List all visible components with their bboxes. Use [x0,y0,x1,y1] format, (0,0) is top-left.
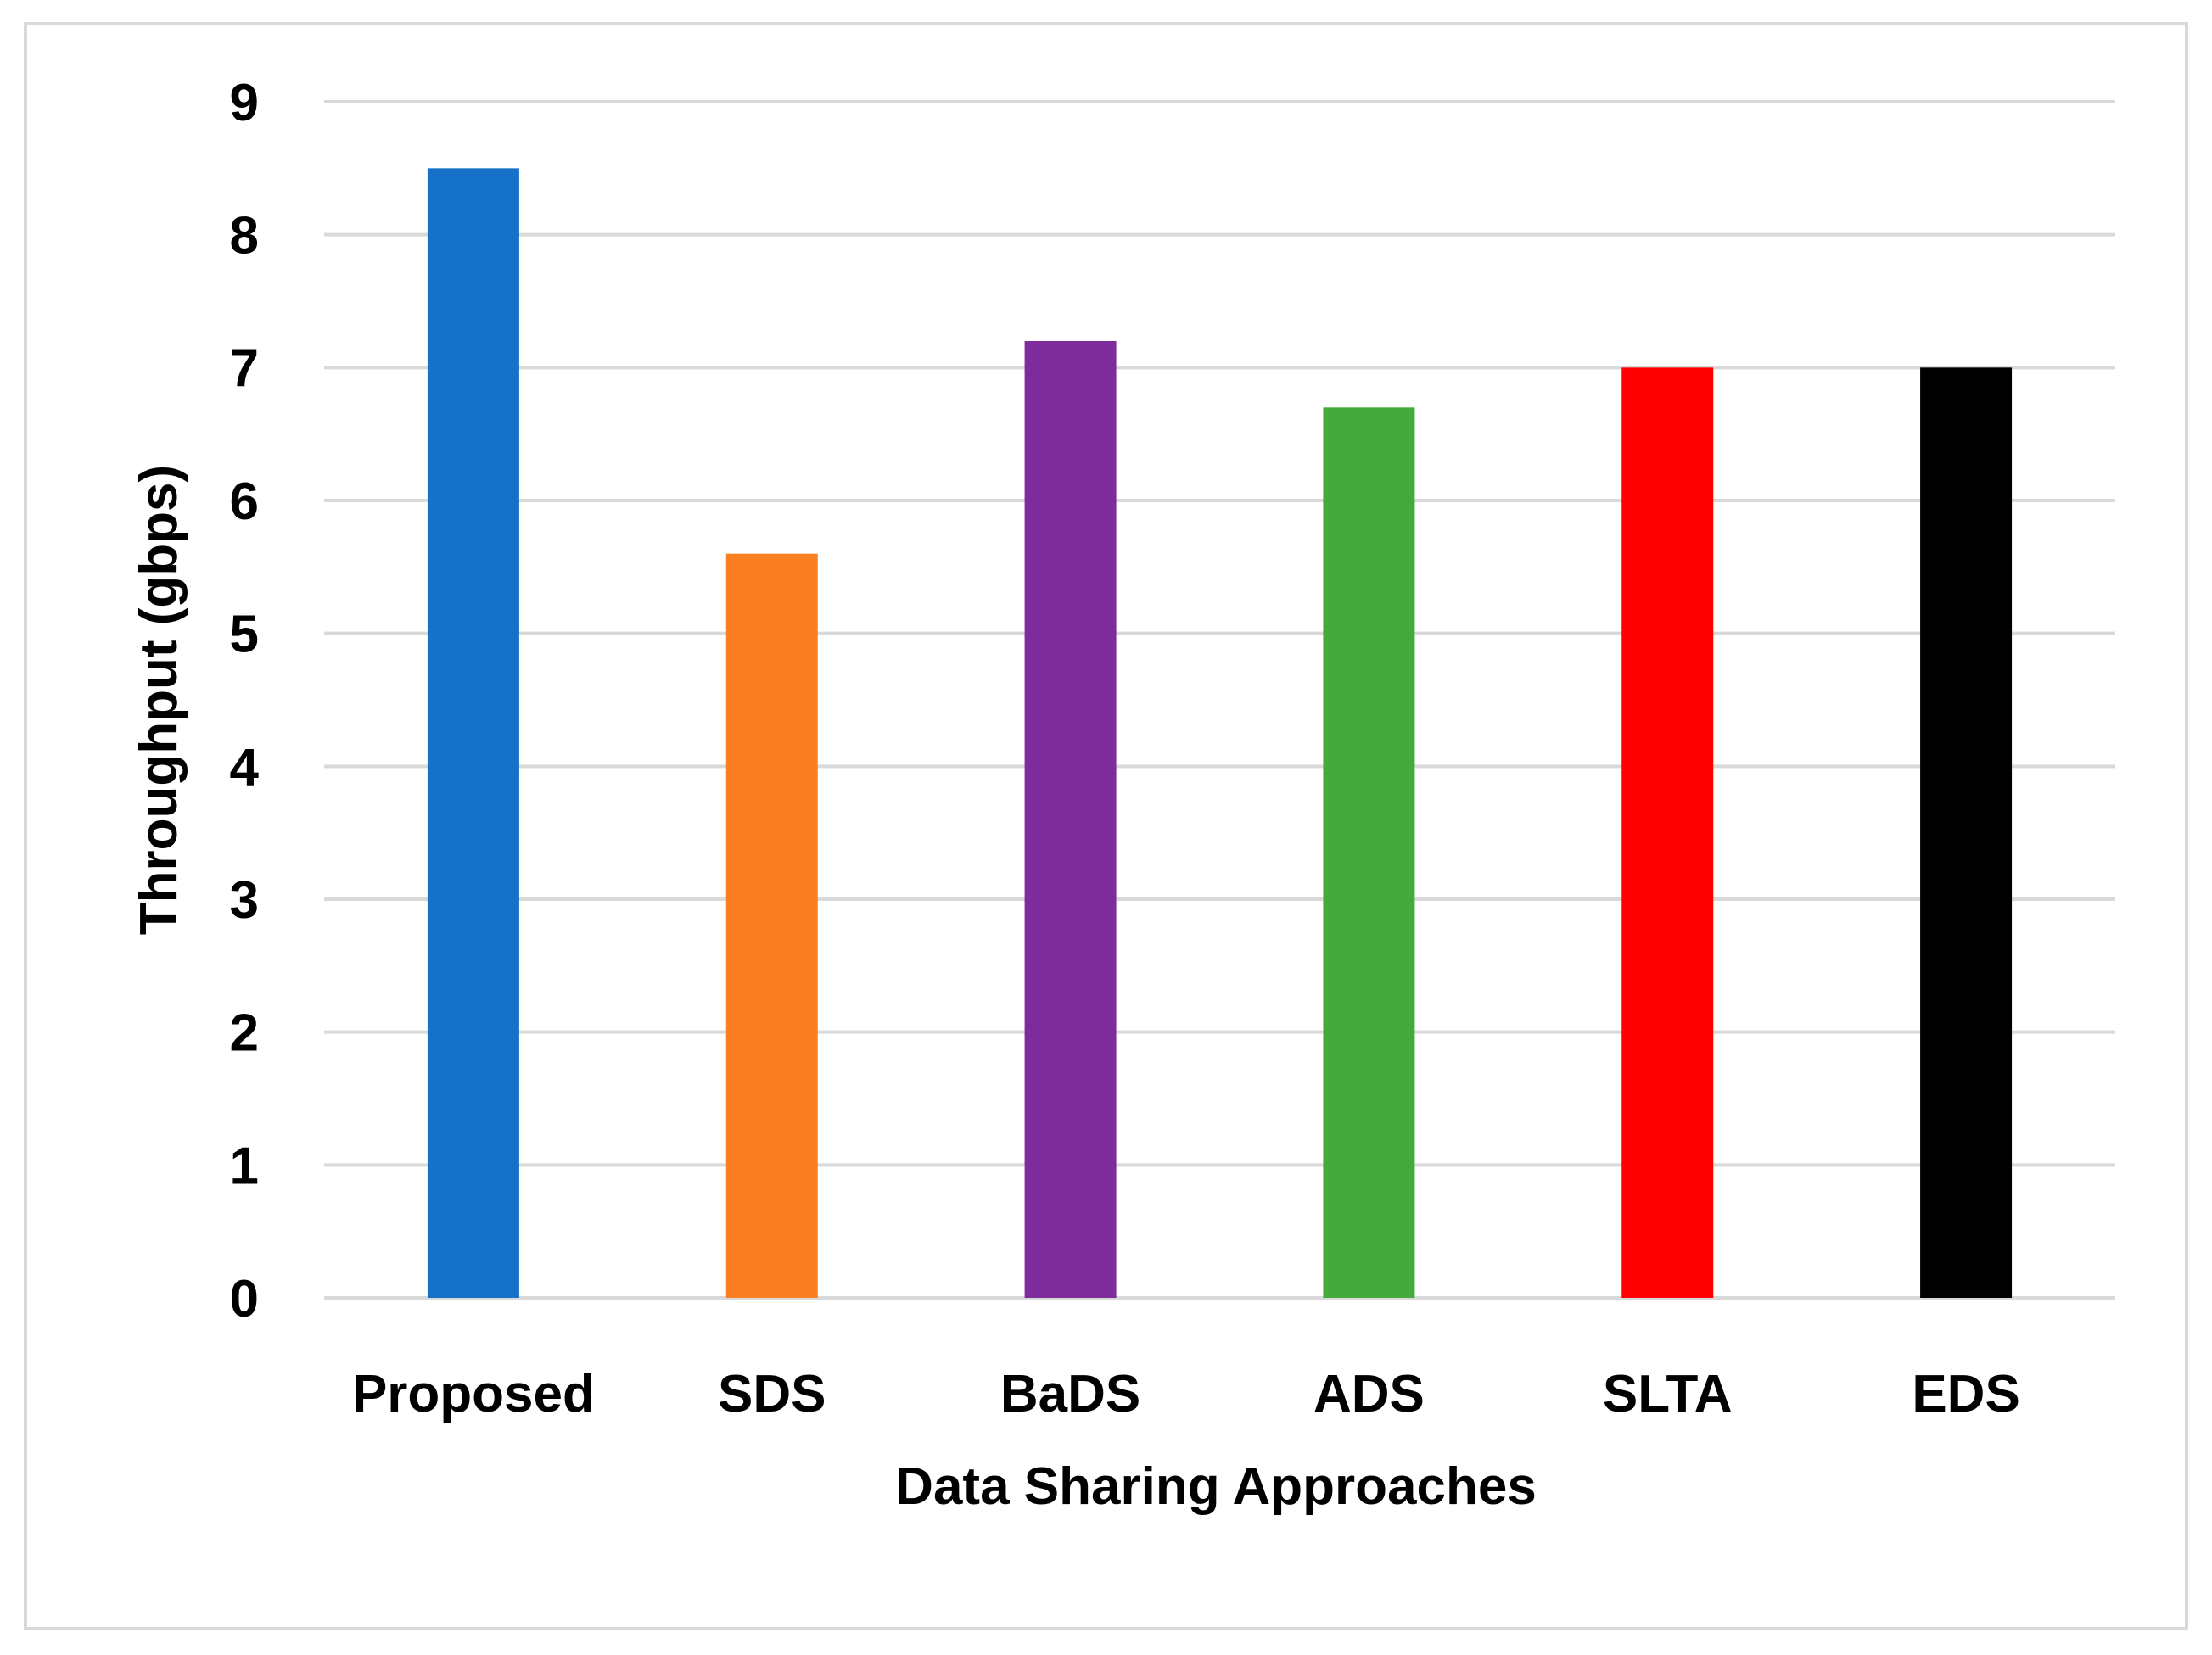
y-tick-label: 1 [230,1137,259,1195]
y-tick-label: 8 [230,207,259,266]
bar-ads [1323,407,1415,1298]
x-tick-label: SLTA [1603,1365,1733,1423]
y-tick-label: 2 [230,1004,259,1063]
bar-sds [725,553,818,1298]
x-tick-label: ADS [1313,1365,1425,1423]
x-tick-label: Proposed [352,1365,595,1423]
x-tick-label: SDS [718,1365,826,1423]
y-tick-label: 4 [230,738,260,797]
y-tick-label: 5 [230,606,259,664]
x-tick-label: EDS [1912,1365,2019,1423]
x-tick-labels: Proposed SDS BaDS ADS SLTA EDS [352,1365,2020,1423]
y-tick-label: 7 [230,339,259,398]
x-tick-label: BaDS [1000,1365,1140,1423]
y-axis-title: Throughput (gbps) [130,465,188,935]
y-tick-label: 6 [230,472,259,531]
bar-proposed [427,168,519,1298]
y-tick-label: 3 [230,871,259,930]
bars [427,168,2013,1298]
bar-eds [1920,367,2013,1298]
bar-bads [1024,341,1117,1298]
y-tick-label: 0 [230,1270,259,1328]
bar-slta [1621,367,1714,1298]
y-tick-label: 9 [230,74,259,132]
x-axis-title: Data Sharing Approaches [895,1457,1537,1516]
y-tick-labels: 0 1 2 3 4 5 6 7 8 9 [230,74,260,1328]
gridlines [324,100,2115,1300]
